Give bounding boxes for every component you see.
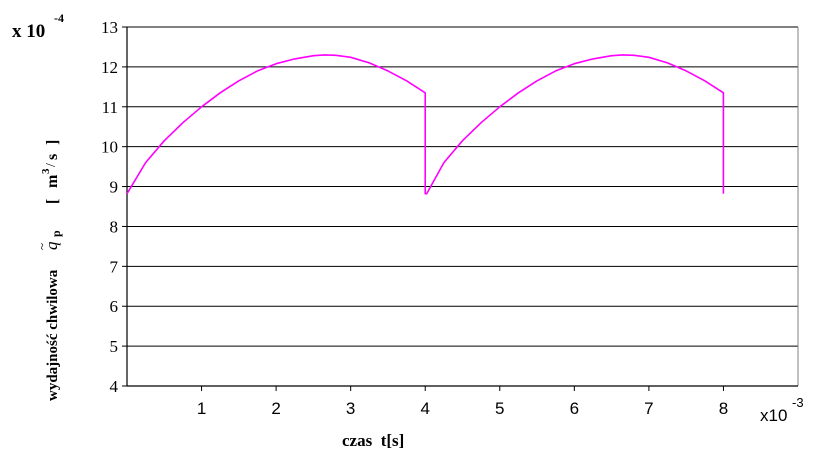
series-layer (126, 54, 725, 195)
y-axis-label: wydajność chwilowa q ~ p [ m 3 / s ] (34, 140, 63, 401)
y-tick-label: 9 (110, 178, 119, 197)
y-tick-label: 11 (102, 98, 118, 117)
y-tick-label: 4 (110, 377, 119, 396)
series-line (126, 54, 725, 195)
y-tick-label: 8 (110, 217, 119, 236)
x-tick-label: 4 (420, 399, 429, 418)
grid-lines (127, 26, 798, 347)
y-axis-label-subscript: p (49, 230, 63, 237)
y-axis-unit-exp: 3 (40, 168, 52, 174)
y-axis-unit-m: m (44, 174, 61, 188)
y-tick-label: 13 (101, 18, 118, 37)
y-tick-label: 10 (101, 138, 118, 157)
y-axis-label-text: wydajność chwilowa (45, 269, 61, 401)
y-tick-label: 5 (110, 337, 119, 356)
x-tick-label: 6 (570, 399, 579, 418)
y-tick-label: 6 (110, 297, 119, 316)
y-axis-unit-open: [ (44, 199, 61, 204)
y-axis-label-tilde: ~ (34, 243, 49, 250)
y-axis-unit-slash: / (44, 163, 59, 167)
y-axis-label-symbol: q (42, 241, 61, 250)
x-axis-label: czas t[s] (342, 431, 404, 450)
x-tick-label: 2 (271, 399, 280, 418)
x-multiplier-exponent: -3 (792, 395, 804, 410)
x-multiplier-label: x10 (760, 406, 787, 425)
x-tick-label: 5 (495, 399, 504, 418)
y-axis-unit-s: s (44, 154, 61, 160)
y-multiplier-label: x 10 (12, 21, 45, 42)
x-tick-label: 8 (719, 399, 728, 418)
y-multiplier-exponent: -4 (54, 11, 64, 25)
y-axis-unit-close: ] (44, 140, 61, 145)
x-tick-label: 3 (346, 399, 355, 418)
axes (122, 26, 799, 391)
x-tick-label: 7 (644, 399, 653, 418)
y-tick-label: 7 (110, 257, 119, 276)
y-tick-label: 12 (101, 58, 118, 77)
x-tick-label: 1 (197, 399, 206, 418)
